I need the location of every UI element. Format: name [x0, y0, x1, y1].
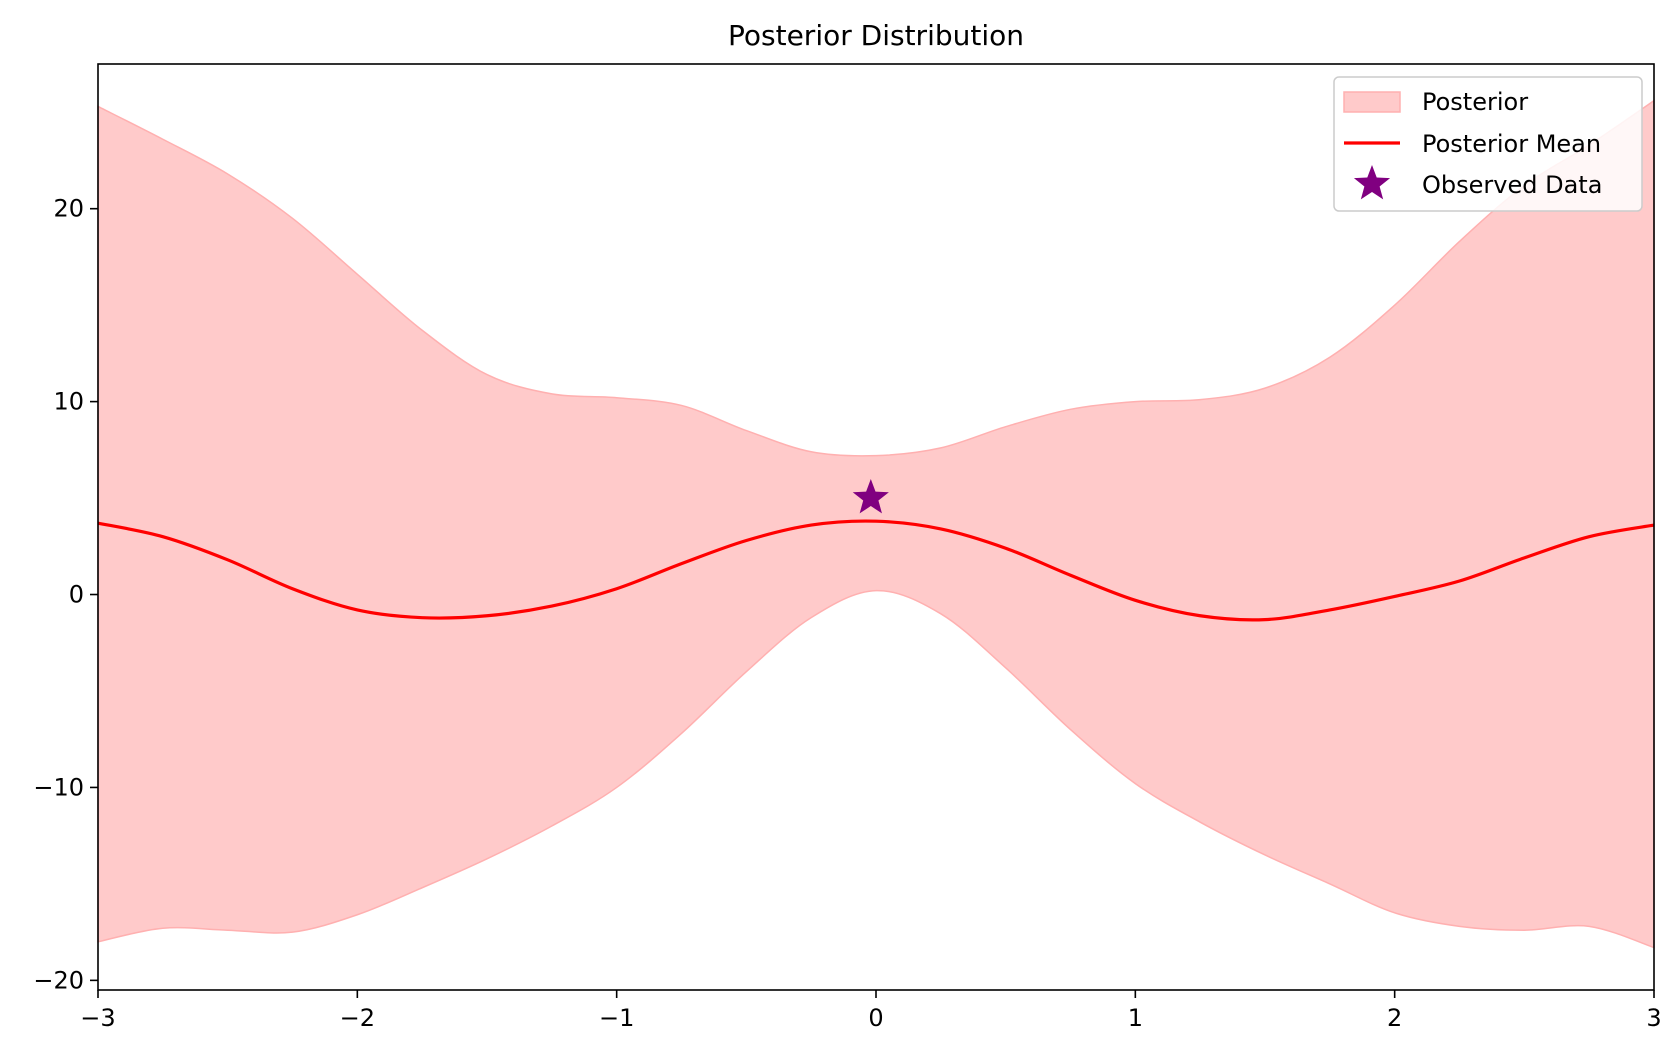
chart-title: Posterior Distribution	[728, 19, 1024, 52]
x-tick-label: 2	[1387, 1004, 1402, 1032]
plot-area	[97, 99, 1655, 949]
x-tick-label: −2	[340, 1004, 375, 1032]
legend-box	[1333, 76, 1643, 212]
x-tick-label: −1	[599, 1004, 634, 1032]
legend-label-mean: Posterior Mean	[1422, 130, 1601, 158]
observed-data-point	[852, 479, 889, 514]
legend-label-posterior: Posterior	[1422, 88, 1528, 116]
legend-swatch-posterior	[1343, 91, 1401, 113]
posterior-band	[97, 99, 1655, 949]
y-tick-label: 10	[53, 388, 84, 416]
x-tick-label: 1	[1128, 1004, 1143, 1032]
x-tick-label: 3	[1646, 1004, 1661, 1032]
y-tick-label: −20	[33, 966, 84, 994]
legend-swatch-observed	[1353, 165, 1391, 200]
legend: Posterior Posterior Mean Observed Data	[1333, 76, 1643, 212]
x-tick-label: 0	[868, 1004, 883, 1032]
x-tick-label: −3	[80, 1004, 115, 1032]
y-tick-label: 0	[69, 581, 84, 609]
y-tick-label: 20	[53, 195, 84, 223]
legend-label-observed: Observed Data	[1422, 171, 1602, 199]
y-tick-label: −10	[33, 773, 84, 801]
posterior-mean-line	[97, 519, 1655, 622]
